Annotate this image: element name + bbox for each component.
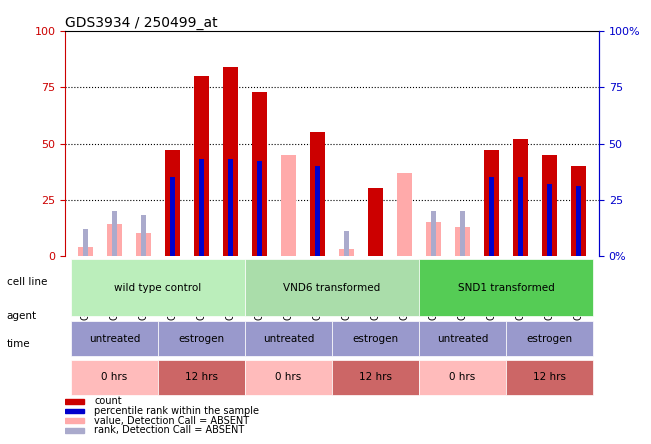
Bar	[426, 222, 441, 256]
Text: untreated: untreated	[263, 333, 314, 344]
Bar	[257, 162, 262, 256]
Bar	[547, 184, 552, 256]
Text: estrogen: estrogen	[178, 333, 225, 344]
Bar	[199, 159, 204, 256]
Bar	[112, 211, 117, 256]
Bar	[344, 231, 349, 256]
Bar	[252, 92, 267, 256]
Text: GDS3934 / 250499_at: GDS3934 / 250499_at	[65, 16, 217, 30]
FancyBboxPatch shape	[419, 360, 506, 395]
Bar	[518, 177, 523, 256]
Text: 12 hrs: 12 hrs	[359, 372, 392, 382]
Bar	[170, 177, 175, 256]
FancyBboxPatch shape	[332, 360, 419, 395]
Text: count: count	[94, 396, 122, 406]
Text: wild type control: wild type control	[115, 282, 202, 293]
Bar	[460, 211, 465, 256]
Text: estrogen: estrogen	[352, 333, 398, 344]
Bar	[431, 211, 436, 256]
Bar	[107, 225, 122, 256]
FancyBboxPatch shape	[245, 360, 332, 395]
Bar	[489, 177, 494, 256]
FancyBboxPatch shape	[71, 259, 245, 316]
Bar	[141, 215, 146, 256]
Bar	[339, 249, 354, 256]
FancyBboxPatch shape	[71, 360, 158, 395]
Text: 12 hrs: 12 hrs	[533, 372, 566, 382]
Bar	[83, 229, 88, 256]
Bar	[77, 247, 93, 256]
Text: 12 hrs: 12 hrs	[185, 372, 218, 382]
Bar	[576, 186, 581, 256]
FancyBboxPatch shape	[419, 259, 593, 316]
Bar	[136, 234, 151, 256]
Bar	[281, 155, 296, 256]
FancyBboxPatch shape	[245, 259, 419, 316]
Bar	[65, 428, 84, 433]
Text: agent: agent	[7, 311, 36, 321]
FancyBboxPatch shape	[158, 360, 245, 395]
Text: estrogen: estrogen	[527, 333, 573, 344]
Bar	[228, 159, 233, 256]
Bar	[223, 67, 238, 256]
FancyBboxPatch shape	[158, 321, 245, 356]
Bar	[397, 173, 412, 256]
Text: cell line: cell line	[7, 277, 47, 287]
Text: untreated: untreated	[437, 333, 488, 344]
Text: 0 hrs: 0 hrs	[275, 372, 301, 382]
FancyBboxPatch shape	[506, 360, 593, 395]
Bar	[165, 150, 180, 256]
Text: SND1 transformed: SND1 transformed	[458, 282, 555, 293]
FancyBboxPatch shape	[332, 321, 419, 356]
Bar	[484, 150, 499, 256]
Text: percentile rank within the sample: percentile rank within the sample	[94, 406, 260, 416]
FancyBboxPatch shape	[245, 321, 332, 356]
Bar	[310, 132, 325, 256]
Bar	[542, 155, 557, 256]
Text: untreated: untreated	[89, 333, 140, 344]
Bar	[455, 227, 470, 256]
Bar	[194, 76, 209, 256]
Bar	[513, 139, 528, 256]
Bar	[368, 189, 383, 256]
FancyBboxPatch shape	[71, 321, 158, 356]
Text: 0 hrs: 0 hrs	[449, 372, 476, 382]
Text: 0 hrs: 0 hrs	[102, 372, 128, 382]
Bar	[571, 166, 587, 256]
Bar	[65, 399, 84, 404]
FancyBboxPatch shape	[506, 321, 593, 356]
Bar	[315, 166, 320, 256]
Text: time: time	[7, 339, 30, 349]
Text: VND6 transformed: VND6 transformed	[283, 282, 381, 293]
Text: value, Detection Call = ABSENT: value, Detection Call = ABSENT	[94, 416, 249, 426]
Bar	[65, 418, 84, 423]
Bar	[65, 408, 84, 413]
FancyBboxPatch shape	[419, 321, 506, 356]
Text: rank, Detection Call = ABSENT: rank, Detection Call = ABSENT	[94, 425, 245, 435]
